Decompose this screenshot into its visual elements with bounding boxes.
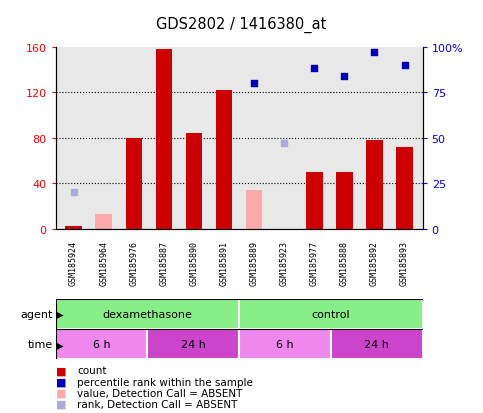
Text: ■: ■	[56, 388, 66, 398]
Point	[220, 13, 228, 20]
Bar	[246, 191, 262, 229]
Text: time: time	[28, 339, 53, 349]
Bar	[396, 147, 413, 229]
Bar	[336, 173, 353, 229]
Point	[311, 66, 318, 73]
Bar	[65, 227, 82, 229]
Bar	[306, 173, 323, 229]
Text: 6 h: 6 h	[276, 339, 294, 349]
Point	[370, 50, 378, 56]
Text: ■: ■	[56, 377, 66, 387]
Text: agent: agent	[21, 309, 53, 319]
Point	[280, 140, 288, 147]
Bar	[156, 50, 172, 229]
Point	[190, 30, 198, 36]
Text: GSM185892: GSM185892	[370, 240, 379, 285]
Text: ■: ■	[56, 366, 66, 375]
Text: ■: ■	[56, 399, 66, 409]
Point	[401, 62, 409, 69]
Text: count: count	[77, 366, 107, 375]
Text: GSM185964: GSM185964	[99, 240, 108, 285]
Text: ▶: ▶	[53, 339, 64, 349]
Point	[250, 81, 258, 87]
Text: GSM185887: GSM185887	[159, 240, 169, 285]
Text: GSM185924: GSM185924	[69, 240, 78, 285]
Text: 24 h: 24 h	[364, 339, 389, 349]
Text: GDS2802 / 1416380_at: GDS2802 / 1416380_at	[156, 17, 327, 33]
Bar	[239, 330, 331, 359]
Bar	[56, 299, 239, 329]
Bar	[331, 330, 423, 359]
Text: GSM185977: GSM185977	[310, 240, 319, 285]
Text: dexamethasone: dexamethasone	[102, 309, 192, 319]
Bar	[216, 91, 232, 229]
Bar	[147, 330, 239, 359]
Bar	[239, 299, 423, 329]
Text: 6 h: 6 h	[93, 339, 110, 349]
Point	[70, 190, 77, 196]
Text: percentile rank within the sample: percentile rank within the sample	[77, 377, 253, 387]
Bar	[366, 140, 383, 229]
Bar	[96, 214, 112, 229]
Point	[341, 73, 348, 80]
Text: GSM185923: GSM185923	[280, 240, 289, 285]
Text: GSM185890: GSM185890	[189, 240, 199, 285]
Text: GSM185976: GSM185976	[129, 240, 138, 285]
Bar	[185, 134, 202, 229]
Bar	[56, 330, 147, 359]
Text: GSM185891: GSM185891	[220, 240, 228, 285]
Text: control: control	[312, 309, 350, 319]
Point	[160, 8, 168, 14]
Point	[130, 39, 138, 45]
Text: rank, Detection Call = ABSENT: rank, Detection Call = ABSENT	[77, 399, 238, 409]
Text: GSM185893: GSM185893	[400, 240, 409, 285]
Text: GSM185889: GSM185889	[250, 240, 258, 285]
Bar	[126, 138, 142, 229]
Text: GSM185888: GSM185888	[340, 240, 349, 285]
Text: 24 h: 24 h	[181, 339, 206, 349]
Text: value, Detection Call = ABSENT: value, Detection Call = ABSENT	[77, 388, 242, 398]
Text: ▶: ▶	[53, 309, 64, 319]
